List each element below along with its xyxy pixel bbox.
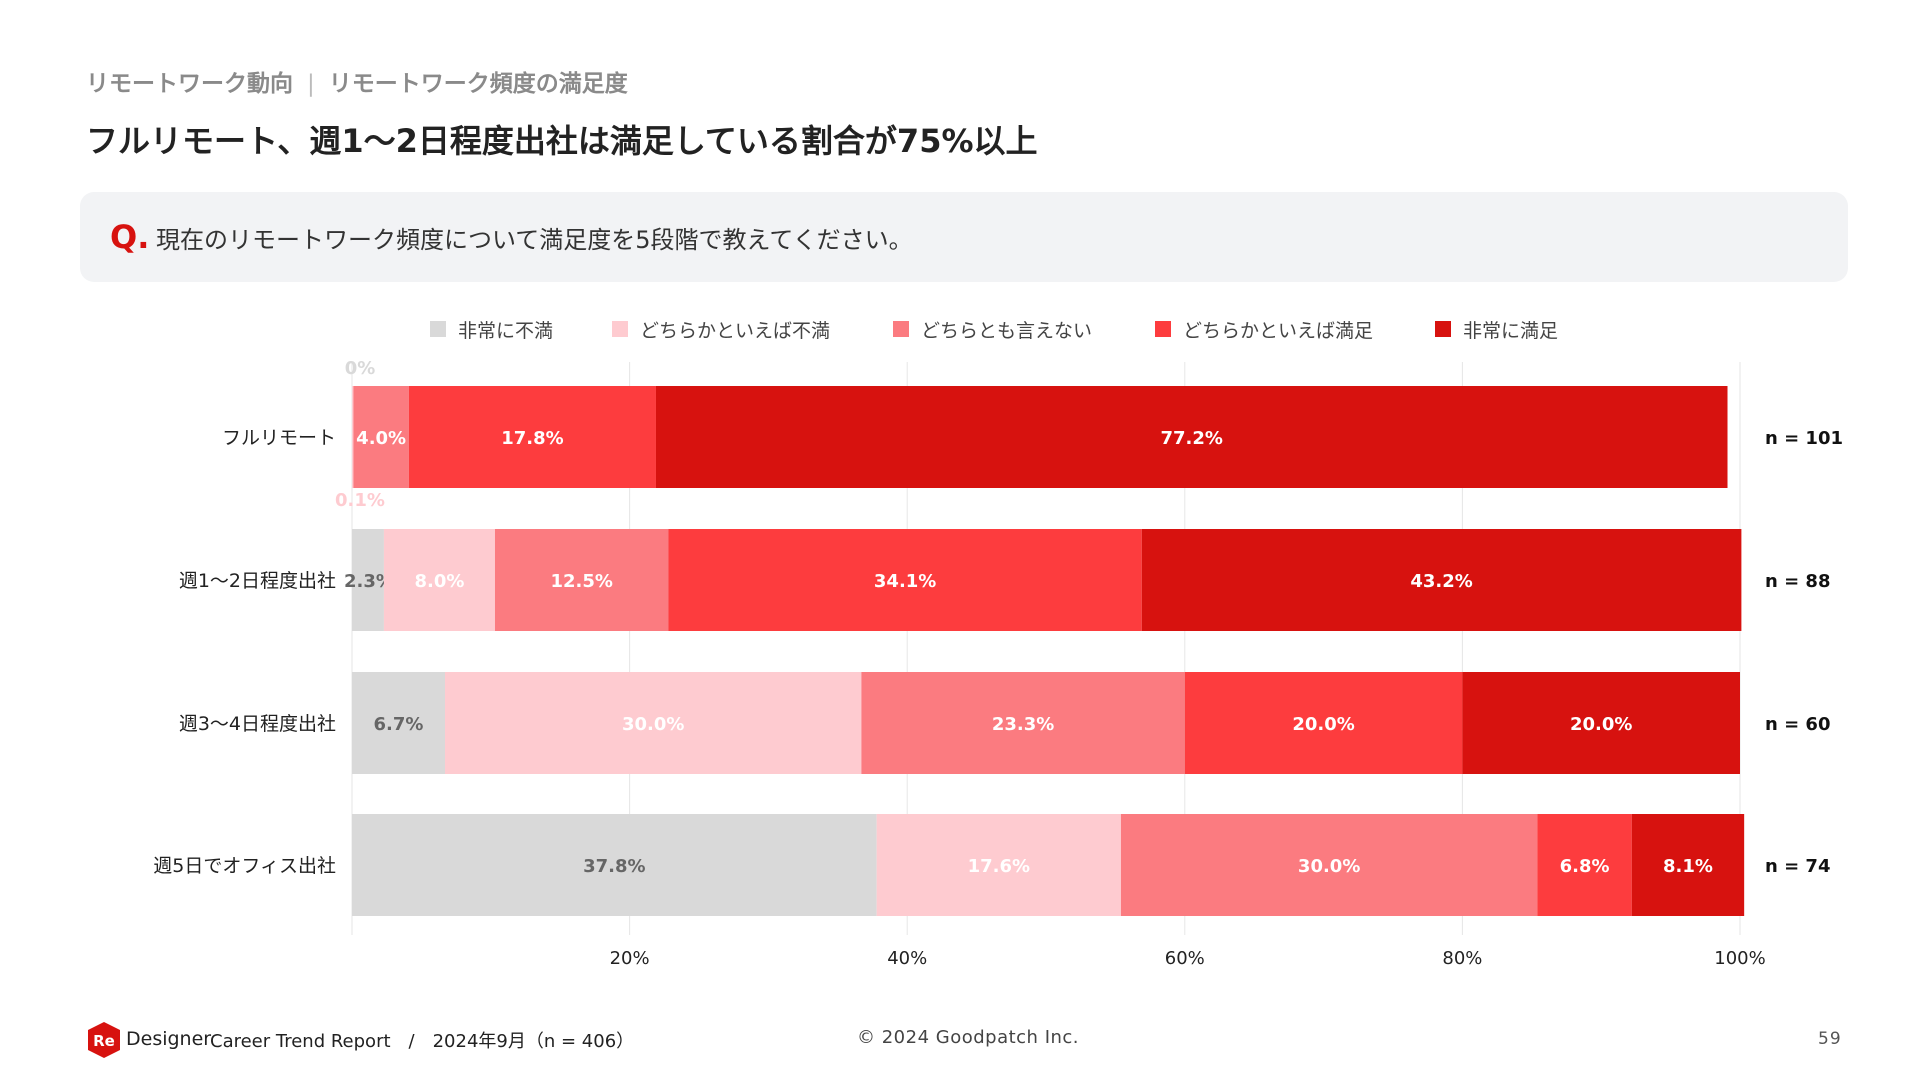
bar-segment (383, 529, 495, 631)
category-label: 週5日でオフィス出社 (153, 855, 336, 877)
bar-segment (352, 814, 877, 916)
bar-segment (352, 672, 445, 774)
category-label: 週1〜2日程度出社 (179, 570, 336, 592)
breadcrumb-section: リモートワーク動向 (86, 71, 293, 97)
bar-segment (1141, 529, 1742, 631)
breadcrumb: リモートワーク動向 | リモートワーク頻度の満足度 (86, 64, 628, 98)
sample-size-label: n = 101 (1765, 428, 1843, 449)
bar-value-label: 20.0% (1292, 714, 1354, 735)
x-tick-label: 60% (1165, 948, 1205, 969)
bar-segment (1462, 672, 1740, 774)
legend-swatch (430, 321, 446, 337)
sample-size-label: n = 88 (1765, 571, 1830, 592)
bar-value-label: 17.8% (501, 428, 563, 449)
bar-value-label: 6.8% (1560, 856, 1610, 877)
sample-size-label: n = 74 (1765, 856, 1830, 877)
legend-label: 非常に満足 (1463, 320, 1558, 342)
bar-value-label: 77.2% (1161, 428, 1223, 449)
bar-value-label: 8.1% (1663, 856, 1713, 877)
x-tick-label: 100% (1714, 948, 1765, 969)
breadcrumb-topic: リモートワーク頻度の満足度 (328, 71, 628, 97)
legend-swatch (1155, 321, 1171, 337)
bar-segment (353, 386, 409, 488)
bar-segment (1184, 672, 1463, 774)
bar-segment (861, 672, 1185, 774)
bar-segment (1120, 814, 1538, 916)
bar-segment (668, 529, 1142, 631)
page-title: フルリモート、週1〜2日程度出社は満足している割合が75%以上 (86, 122, 1038, 160)
bar-segment (444, 672, 862, 774)
bar-value-label: 43.2% (1410, 571, 1472, 592)
bar-value-label: 4.0% (356, 428, 406, 449)
legend-label: どちらかといえば満足 (1183, 320, 1373, 342)
bar-value-label: 8.0% (414, 571, 464, 592)
bar-value-label: 37.8% (583, 856, 645, 877)
bar-segment (352, 529, 384, 631)
breadcrumb-separator: | (307, 71, 315, 97)
bar-value-label: 20.0% (1570, 714, 1632, 735)
x-tick-label: 20% (610, 948, 650, 969)
sample-size-label: n = 60 (1765, 714, 1830, 735)
bar-value-label: 30.0% (1298, 856, 1360, 877)
legend-swatch (1435, 321, 1451, 337)
bar-value-label: 34.1% (874, 571, 936, 592)
x-tick-label: 80% (1442, 948, 1482, 969)
question-mark-icon: Q. (110, 218, 150, 256)
bar-segment (876, 814, 1121, 916)
legend-swatch (612, 321, 628, 337)
legend-swatch (893, 321, 909, 337)
legend-label: 非常に不満 (458, 320, 553, 342)
footer-report-info: Career Trend Report / 2024年9月（n = 406） (210, 1031, 635, 1052)
bar-value-label: 0.1% (335, 490, 385, 511)
redesigner-logo-icon: Re (88, 1022, 120, 1058)
bar-segment (1537, 814, 1632, 916)
page-number: 59 (1818, 1029, 1842, 1049)
question-box: Q. 現在のリモートワーク頻度について満足度を5段階で教えてください。 (80, 192, 1848, 282)
bar-segment (494, 529, 669, 631)
footer-copyright: © 2024 Goodpatch Inc. (857, 1027, 1080, 1048)
category-label: 週3〜4日程度出社 (179, 713, 336, 735)
legend-label: どちらとも言えない (921, 320, 1092, 342)
logo-text: Re (93, 1032, 115, 1050)
x-tick-label: 40% (887, 948, 927, 969)
bar-value-label: 30.0% (622, 714, 684, 735)
bar-value-label: 17.6% (968, 856, 1030, 877)
footer-brand: Designer (126, 1028, 212, 1050)
category-label: フルリモート (222, 427, 336, 449)
bar-value-label: 23.3% (992, 714, 1054, 735)
legend-label: どちらかといえば不満 (640, 320, 830, 342)
bar-value-label: 12.5% (550, 571, 612, 592)
question-text: 現在のリモートワーク頻度について満足度を5段階で教えてください。 (156, 226, 913, 254)
bar-segment (655, 386, 1728, 488)
bar-value-label: 0% (345, 358, 376, 379)
stacked-bar-chart: 非常に不満 どちらかといえば不満 どちらとも言えない どちらかといえば満足 非常に満足フ… (153, 320, 1843, 969)
bar-segment (352, 386, 354, 488)
bar-value-label: 2.3% (344, 571, 394, 592)
bar-segment (408, 386, 656, 488)
bar-value-label: 6.7% (374, 714, 424, 735)
bar-segment (1631, 814, 1745, 916)
